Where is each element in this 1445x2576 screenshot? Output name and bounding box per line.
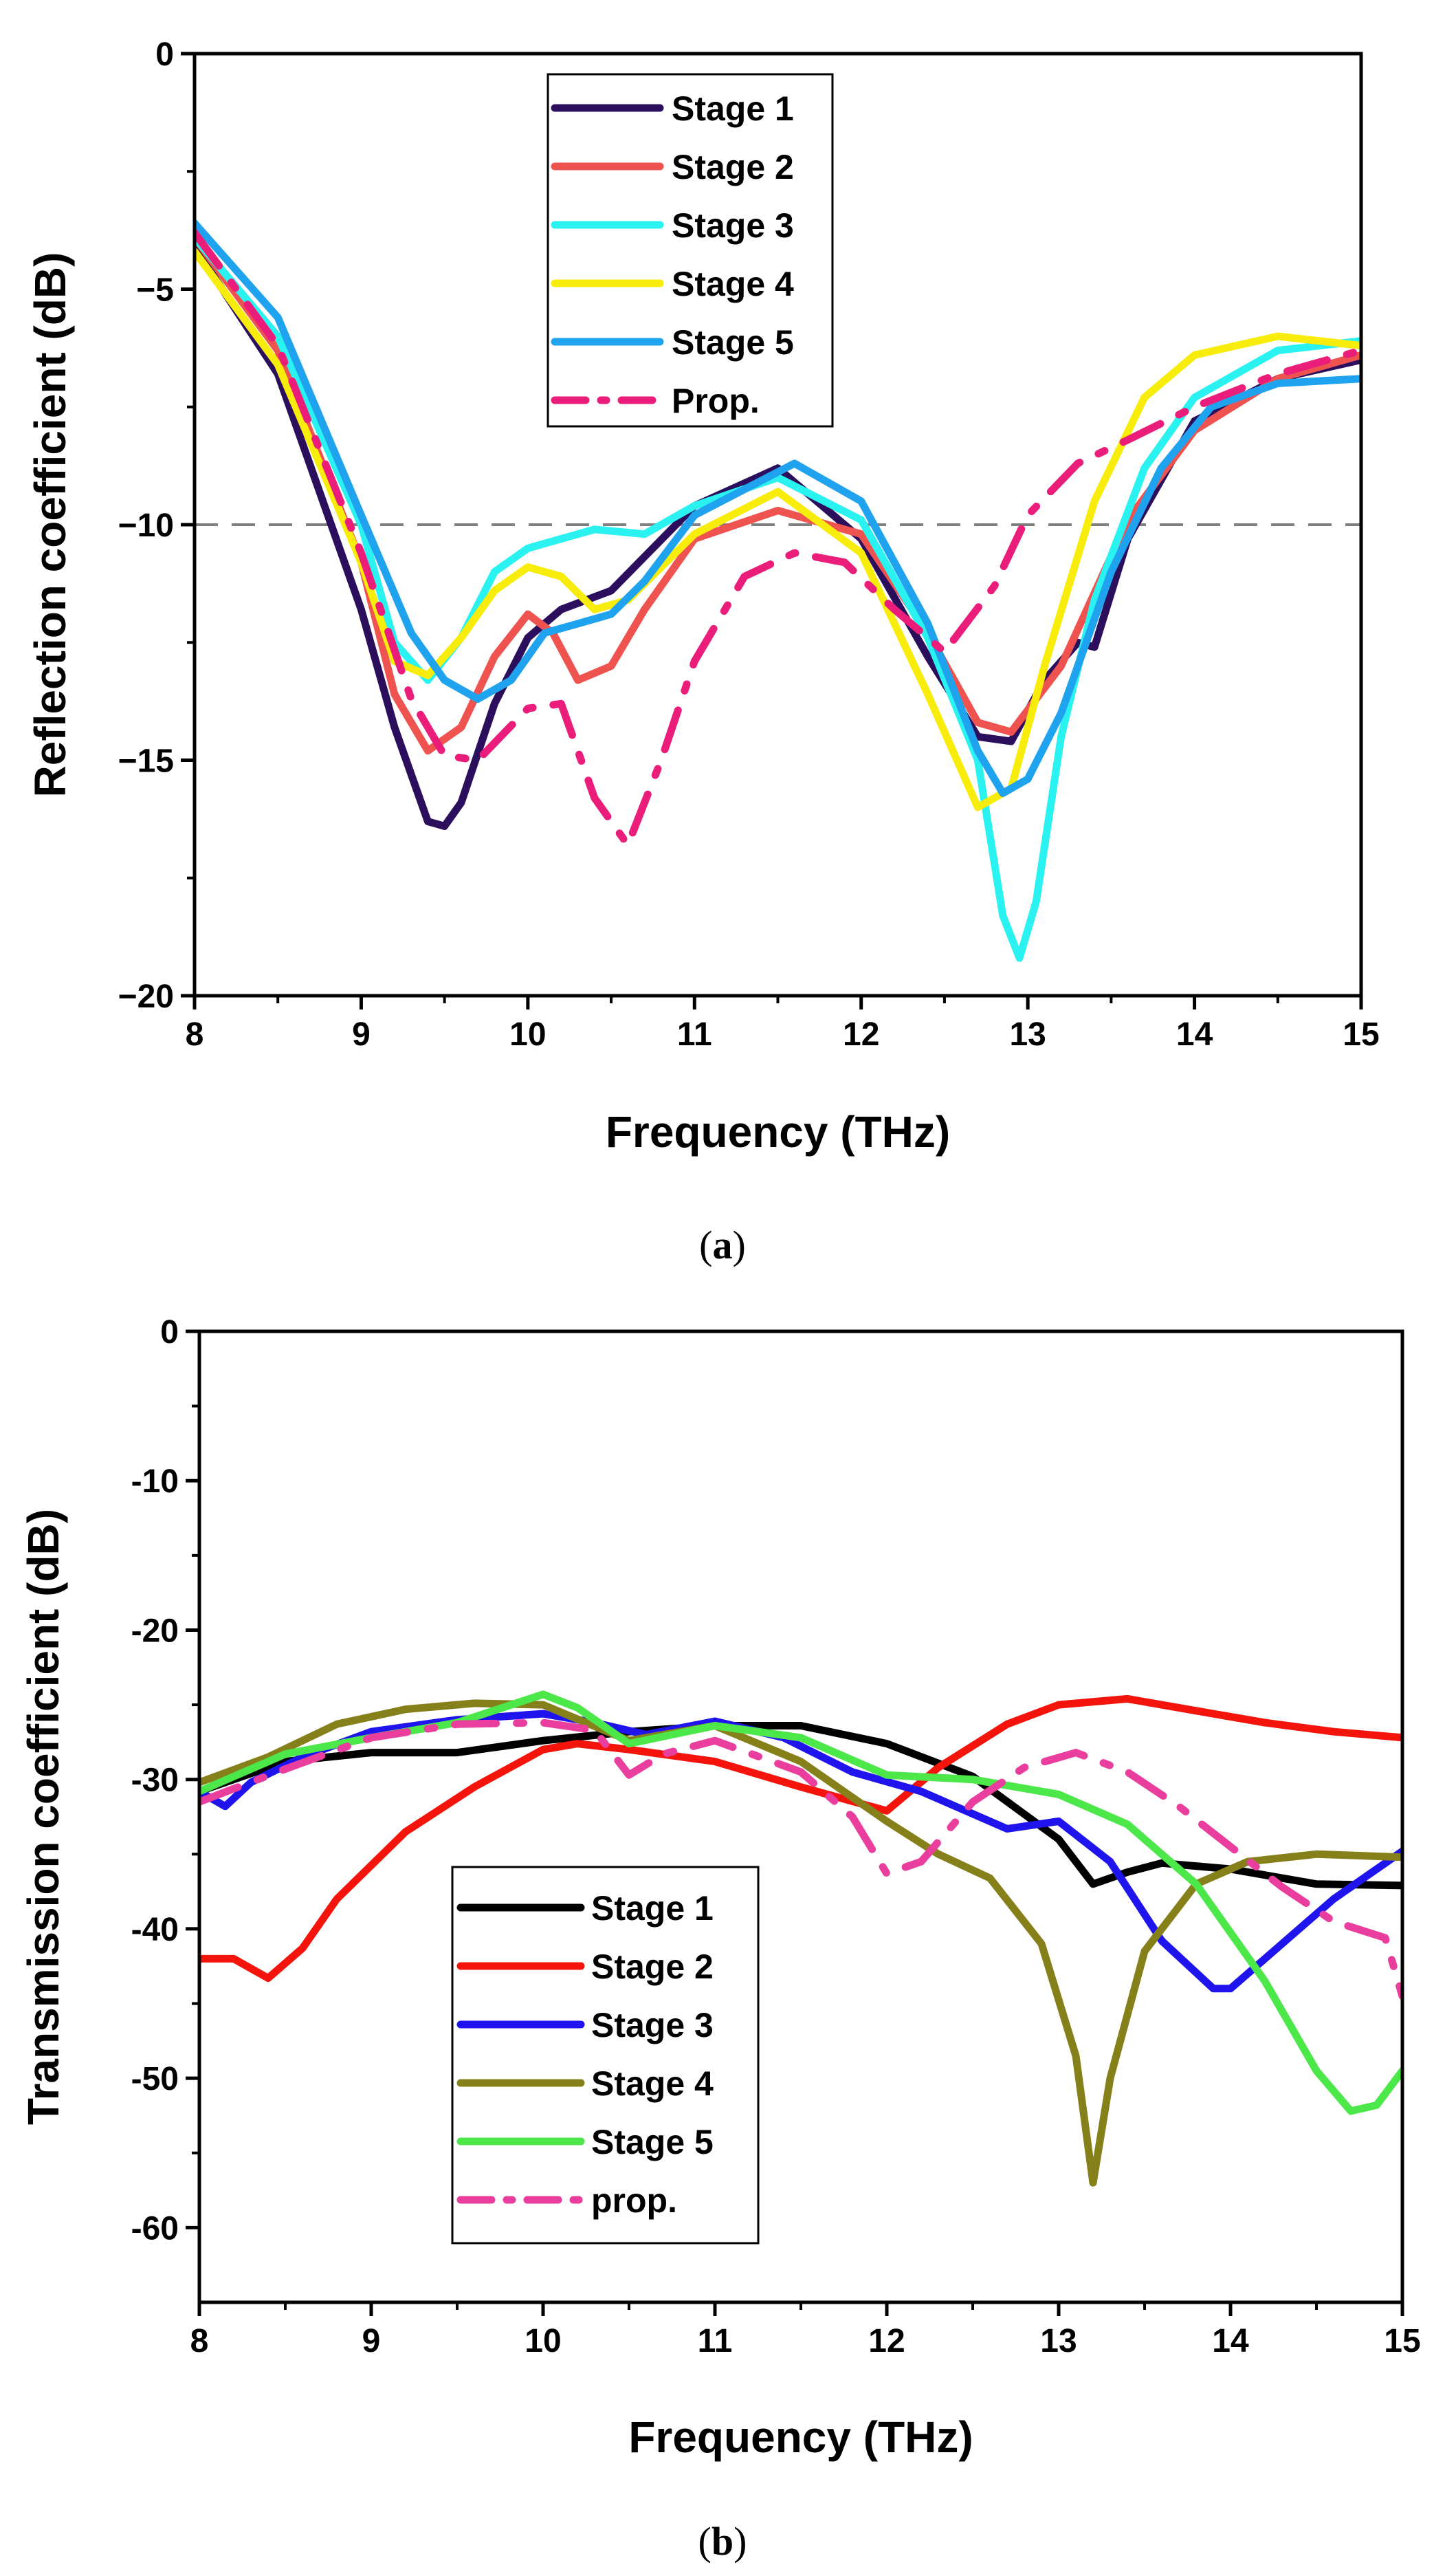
y-tick-label: -50 (131, 2061, 179, 2097)
x-axis: 8 9 10 11 12 13 14 15 (190, 2302, 1421, 2359)
legend-item: Stage 3 (551, 206, 794, 245)
legend-label: Stage 4 (591, 2064, 714, 2103)
legend-label: Stage 3 (591, 2006, 714, 2044)
series-line-stage-1 (199, 1722, 1402, 1890)
y-tick-label: -20 (131, 1613, 179, 1649)
panel-b-chart: 8 9 10 11 12 13 14 15 0 -10 -20 -30 -40 -50 -60 Frequen… (19, 1314, 1421, 2462)
legend-item: Stage 4 (551, 265, 794, 303)
series-lines (195, 219, 1361, 962)
x-axis-title: Frequency (THz) (628, 2412, 973, 2462)
x-axis-title: Frequency (THz) (606, 1107, 950, 1157)
series-line-prop (199, 1718, 1402, 2000)
series-line-stage-5 (199, 1690, 1402, 2115)
legend-label: prop. (591, 2181, 677, 2220)
y-tick-label: -40 (131, 1912, 179, 1948)
legend-item: Stage 3 (456, 2006, 714, 2044)
x-tick-label: 12 (868, 2323, 905, 2359)
series-line-stage-4 (199, 1699, 1402, 2187)
legend-label: Stage 5 (672, 323, 794, 362)
legend-box (451, 1866, 760, 2245)
y-axis-title: Transmission coefficient (dB) (19, 1509, 68, 2125)
y-tick-label: -10 (131, 1463, 179, 1500)
legend-item: Prop. (551, 382, 760, 420)
x-tick-label: 15 (1343, 1016, 1379, 1053)
plot-frame (197, 1329, 1404, 2304)
x-tick-label: 13 (1009, 1016, 1046, 1053)
legend-label: Stage 2 (672, 148, 794, 186)
y-tick-label: 0 (160, 1314, 179, 1351)
legend-item: prop. (456, 2181, 677, 2220)
series-line-stage-3 (195, 233, 1361, 962)
x-tick-label: 12 (843, 1016, 879, 1053)
x-tick-label: 9 (352, 1016, 371, 1053)
legend-item: Stage 2 (551, 148, 794, 186)
y-tick-label: −10 (118, 507, 174, 544)
legend: Stage 1 Stage 2 Stage 3 Stage 4 Stage 5 Prop. (547, 73, 834, 428)
legend-box (547, 73, 834, 428)
panel-b-letter: b (712, 2519, 733, 2564)
legend: Stage 1 Stage 2 Stage 3 Stage 4 Stage 5 prop. (451, 1866, 760, 2245)
series-line-stage-1 (195, 243, 1361, 830)
legend-label: Stage 3 (672, 206, 794, 245)
legend-item: Stage 1 (551, 89, 794, 128)
y-axis: 0 -10 -20 -30 -40 -50 -60 (131, 1314, 199, 2247)
legend-item: Stage 4 (456, 2064, 714, 2103)
legend-label: Stage 1 (672, 89, 794, 128)
panel-a-letter: a (713, 1223, 733, 1267)
legend-label: Stage 2 (591, 1947, 714, 1986)
legend-item: Stage 2 (456, 1947, 714, 1986)
y-tick-label: −5 (136, 272, 174, 309)
series-line-stage-2 (195, 233, 1361, 755)
legend-label: Prop. (672, 382, 760, 420)
y-tick-label: -60 (131, 2210, 179, 2247)
y-tick-label: -30 (131, 1762, 179, 1799)
x-tick-label: 11 (677, 1016, 712, 1053)
legend-item: Stage 5 (551, 323, 794, 362)
x-tick-label: 8 (186, 1016, 204, 1053)
panel-a-chart: 8 9 10 11 12 13 14 15 0 −5 −10 −15 −20 Frequency (THz… (25, 36, 1380, 1157)
y-axis: 0 −5 −10 −15 −20 (118, 36, 195, 1015)
x-tick-label: 10 (525, 2323, 561, 2359)
x-tick-label: 15 (1384, 2323, 1420, 2359)
y-tick-label: 0 (155, 36, 174, 73)
legend-label: Stage 1 (591, 1889, 714, 1928)
x-tick-label: 8 (190, 2323, 209, 2359)
series-line-stage-5 (195, 219, 1361, 797)
series-lines (199, 1690, 1402, 2187)
x-tick-label: 9 (362, 2323, 381, 2359)
x-axis: 8 9 10 11 12 13 14 15 (186, 996, 1380, 1053)
x-tick-label: 10 (509, 1016, 546, 1053)
x-tick-label: 11 (698, 2323, 733, 2359)
legend-label: Stage 5 (591, 2123, 714, 2161)
x-tick-label: 14 (1176, 1016, 1213, 1053)
panel-a-label: (a) (699, 1223, 746, 1267)
series-line-stage-2 (199, 1694, 1402, 1983)
y-tick-label: −20 (118, 979, 174, 1015)
y-tick-label: −15 (118, 743, 174, 780)
series-line-prop (195, 228, 1361, 849)
series-line-stage-4 (195, 248, 1361, 811)
panel-b-label: (b) (698, 2519, 747, 2564)
legend-label: Stage 4 (672, 265, 794, 303)
legend-item: Stage 5 (456, 2123, 714, 2161)
y-axis-title: Reflection coefficient (dB) (25, 252, 75, 798)
x-tick-label: 13 (1040, 2323, 1077, 2359)
x-tick-label: 14 (1212, 2323, 1249, 2359)
legend-item: Stage 1 (456, 1889, 714, 1928)
